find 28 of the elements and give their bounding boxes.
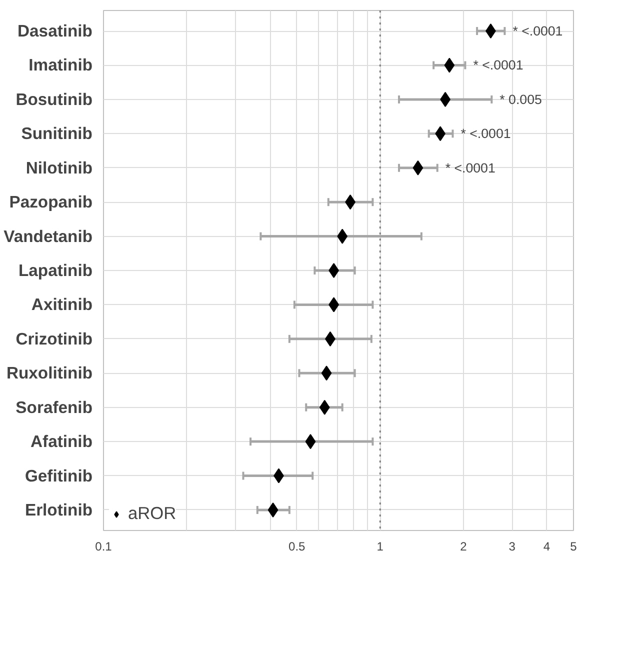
x-tick-label: 1 xyxy=(376,540,384,554)
annotation: * <.0001 xyxy=(473,58,524,73)
annotation: * <.0001 xyxy=(460,126,511,142)
y-tick-label: Bosutinib xyxy=(16,90,93,109)
x-tick-label: 4 xyxy=(543,540,550,554)
y-tick-label: Sorafenib xyxy=(16,398,93,417)
x-tick-label: 0.1 xyxy=(95,540,112,554)
legend-label: aROR xyxy=(128,503,176,524)
y-tick-label: Sunitinib xyxy=(21,124,93,144)
y-tick-label: Crizotinib xyxy=(16,329,93,348)
y-tick-label: Ruxolitinib xyxy=(6,364,92,383)
y-tick-label: Gefitinib xyxy=(24,466,93,486)
x-tick-label: 5 xyxy=(570,540,578,554)
annotation: * <.0001 xyxy=(445,160,496,176)
x-tick-label: 0.5 xyxy=(288,540,306,554)
y-tick-label: Imatinib xyxy=(28,56,93,75)
y-tick-label: Axitinib xyxy=(31,295,93,314)
y-tick-label: Vandetanib xyxy=(4,226,93,246)
x-tick-label: 3 xyxy=(508,540,516,554)
y-tick-label: Dasatinib xyxy=(18,22,93,41)
x-tick-label: 2 xyxy=(460,540,468,554)
y-tick-label: Pazopanib xyxy=(9,192,93,212)
y-tick-label: Erlotinib xyxy=(24,500,93,520)
annotation: * 0.005 xyxy=(500,92,542,107)
annotation: * <.0001 xyxy=(512,24,563,39)
y-tick-label: Nilotinib xyxy=(26,158,92,178)
y-tick-label: Afatinib xyxy=(30,432,93,452)
y-tick-label: Lapatinib xyxy=(18,261,93,280)
